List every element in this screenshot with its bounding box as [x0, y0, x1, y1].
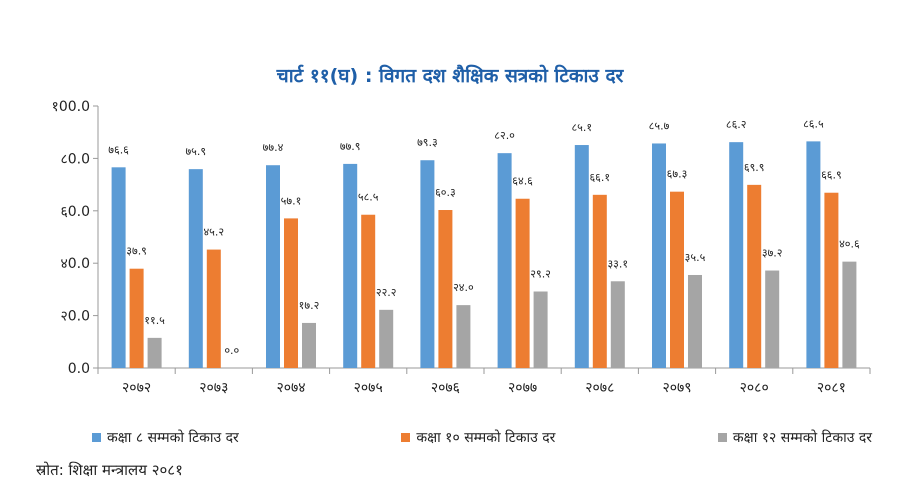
data-label: ७६.६: [108, 143, 129, 156]
data-label: ८२.०: [494, 129, 515, 142]
chart-legend: कक्षा ८ सम्मको टिकाउ दर कक्षा १० सम्मको …: [92, 426, 872, 448]
x-tick-label: २०७२: [122, 380, 151, 396]
bar-s1-7: [574, 145, 589, 368]
bar-s1-6: [497, 153, 512, 368]
bar-s3-1: [147, 337, 162, 368]
y-tick-label: 0.0: [68, 361, 90, 377]
x-tick-label: २०७८: [585, 380, 614, 396]
x-tick-label: २०७५: [354, 380, 383, 396]
bar-s2-9: [747, 184, 762, 368]
data-label: ७९.३: [417, 136, 438, 149]
y-tick-label: १00.0: [52, 99, 90, 115]
bar-s2-5: [438, 210, 453, 368]
bar-s3-5: [456, 305, 471, 368]
bar-s2-2: [206, 249, 221, 368]
bar-s3-3: [302, 322, 316, 368]
data-label: ६६.९: [821, 169, 842, 182]
legend-label-class10: कक्षा १० सम्मको टिकाउ दर: [416, 429, 556, 446]
bar-s1-2: [188, 169, 203, 368]
x-tick-label: २०८१: [817, 380, 846, 396]
bar-s2-3: [284, 218, 298, 368]
bar-s2-10: [824, 192, 839, 368]
data-label: ३३.१: [607, 257, 628, 270]
data-label: ३७.२: [762, 247, 783, 260]
bar-s1-3: [266, 165, 280, 368]
data-label: ५८.५: [358, 191, 379, 204]
bar-s1-10: [806, 141, 821, 368]
data-label: ११.५: [144, 314, 165, 327]
data-label: ७७.९: [340, 140, 361, 153]
y-tick-label: ८0.0: [60, 151, 90, 167]
data-label: ३७.९: [126, 245, 147, 258]
bar-s3-4: [379, 309, 394, 368]
data-label: ६९.९: [744, 161, 765, 174]
data-label: ८६.५: [803, 117, 824, 130]
legend-swatch-class12: [717, 432, 727, 442]
source-note: स्रोत: शिक्षा मन्त्रालय २०८१: [36, 461, 183, 479]
data-label: १७.२: [299, 299, 320, 312]
bar-s1-8: [652, 143, 666, 368]
data-label: ६४.६: [512, 175, 533, 188]
bar-s2-8: [670, 191, 684, 368]
legend-item-class12: कक्षा १२ सम्मको टिकाउ दर: [717, 428, 872, 447]
data-label: २९.२: [530, 267, 551, 280]
bar-s3-6: [533, 291, 548, 368]
x-tick-label: २०७४: [276, 380, 305, 396]
x-tick-label: २०७६: [431, 380, 460, 396]
data-label: ६७.३: [667, 168, 688, 181]
y-tick-label: ६0.0: [60, 204, 90, 220]
legend-item-class8: कक्षा ८ सम्मको टिकाउ दर: [92, 428, 239, 447]
legend-item-class10: कक्षा १० सम्मको टिकाउ दर: [401, 428, 555, 447]
legend-label-class12: कक्षा १२ सम्मको टिकाउ दर: [732, 429, 872, 446]
y-tick-label: ४0.0: [60, 256, 90, 272]
data-label: ५७.१: [281, 194, 302, 207]
bar-s3-9: [765, 270, 780, 368]
data-label: ८५.१: [571, 121, 592, 134]
bar-chart: 0.0 २0.0 ४0.0 ६0.0 ८0.0 १00.0 ७६.६ ३७.९ ११.५ २०७२…: [52, 99, 871, 396]
bar-s2-1: [129, 268, 144, 368]
bar-s2-4: [361, 214, 376, 368]
bar-s3-7: [610, 281, 625, 368]
bar-s2-7: [592, 194, 607, 368]
bar-s3-10: [842, 261, 857, 368]
bar-s3-8: [688, 274, 702, 368]
x-tick-label: २०७९: [662, 380, 691, 396]
data-label: ७५.९: [185, 145, 206, 158]
data-label: २२.२: [376, 286, 397, 299]
data-label: ८६.२: [726, 118, 747, 131]
legend-swatch-class10: [401, 432, 411, 442]
legend-swatch-class8: [92, 432, 101, 442]
bar-s2-6: [515, 198, 530, 368]
x-tick-label: २०८०: [740, 380, 769, 396]
data-label: ०.०: [224, 344, 239, 357]
legend-label-class8: कक्षा ८ सम्मको टिकाउ दर: [107, 429, 239, 446]
data-label: ७७.४: [263, 141, 284, 154]
bar-s1-4: [343, 163, 358, 368]
data-label: ४०.६: [839, 238, 860, 251]
data-label: ८५.७: [649, 119, 670, 132]
data-label: ४५.२: [203, 226, 224, 239]
x-tick-label: २०७३: [199, 380, 228, 396]
data-label: २४.०: [453, 281, 474, 294]
data-label: ६०.३: [435, 186, 456, 199]
chart-title: चार्ट ११(घ) : विगत दश शैक्षिक सत्रको टिक…: [276, 65, 624, 87]
bar-s1-1: [111, 167, 126, 368]
x-tick-label: २०७७: [508, 380, 537, 396]
y-tick-label: २0.0: [60, 309, 90, 325]
bar-s1-9: [729, 142, 744, 368]
data-label: ३५.५: [685, 251, 706, 264]
data-label: ६६.१: [589, 171, 610, 184]
bar-s1-5: [420, 160, 435, 368]
